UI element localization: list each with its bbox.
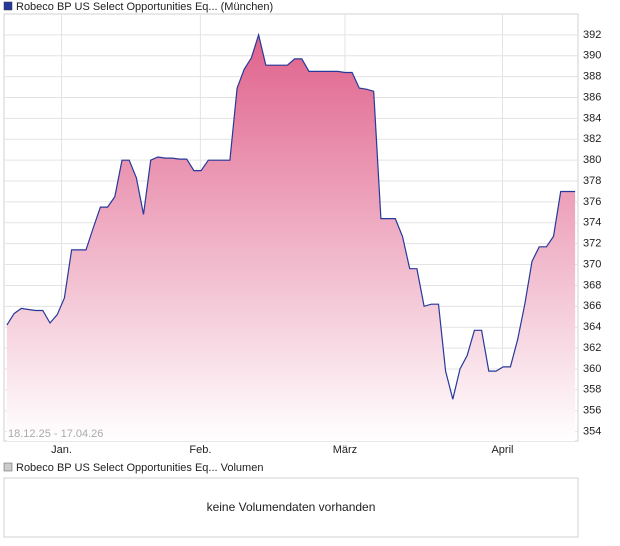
y-tick-label: 356 bbox=[583, 405, 601, 417]
y-tick-label: 360 bbox=[583, 363, 601, 375]
y-tick-label: 368 bbox=[583, 279, 601, 291]
volume-legend-swatch bbox=[3, 462, 13, 472]
y-tick-label: 392 bbox=[583, 29, 601, 41]
x-tick-label: Feb. bbox=[189, 444, 211, 456]
x-tick-label: Jan. bbox=[51, 444, 72, 456]
x-tick-label: März bbox=[333, 444, 357, 456]
price-line bbox=[6, 32, 576, 400]
y-tick-label: 380 bbox=[583, 154, 601, 166]
y-tick-label: 382 bbox=[583, 133, 601, 145]
volume-legend-label: Robeco BP US Select Opportunities Eq... … bbox=[16, 462, 263, 474]
y-tick-label: 388 bbox=[583, 71, 601, 83]
legend-swatch bbox=[3, 1, 13, 11]
legend-label: Robeco BP US Select Opportunities Eq... … bbox=[16, 1, 273, 13]
y-tick-label: 364 bbox=[583, 321, 601, 333]
volume-frame bbox=[3, 477, 579, 538]
y-tick-label: 386 bbox=[583, 91, 601, 103]
y-tick-label: 378 bbox=[583, 175, 601, 187]
y-tick-label: 366 bbox=[583, 300, 601, 312]
y-tick-label: 374 bbox=[583, 217, 601, 229]
y-tick-label: 376 bbox=[583, 196, 601, 208]
y-tick-label: 370 bbox=[583, 258, 601, 270]
area-fill bbox=[6, 34, 576, 442]
y-tick-label: 390 bbox=[583, 50, 601, 62]
y-tick-label: 384 bbox=[583, 112, 601, 124]
x-tick-label: April bbox=[491, 444, 513, 456]
period-label: 18.12.25 - 17.04.26 bbox=[8, 428, 103, 440]
y-tick-label: 358 bbox=[583, 384, 601, 396]
y-tick-label: 372 bbox=[583, 238, 601, 250]
volume-message: keine Volumendaten vorhanden bbox=[207, 500, 376, 514]
y-tick-label: 354 bbox=[583, 426, 601, 438]
y-tick-label: 362 bbox=[583, 342, 601, 354]
